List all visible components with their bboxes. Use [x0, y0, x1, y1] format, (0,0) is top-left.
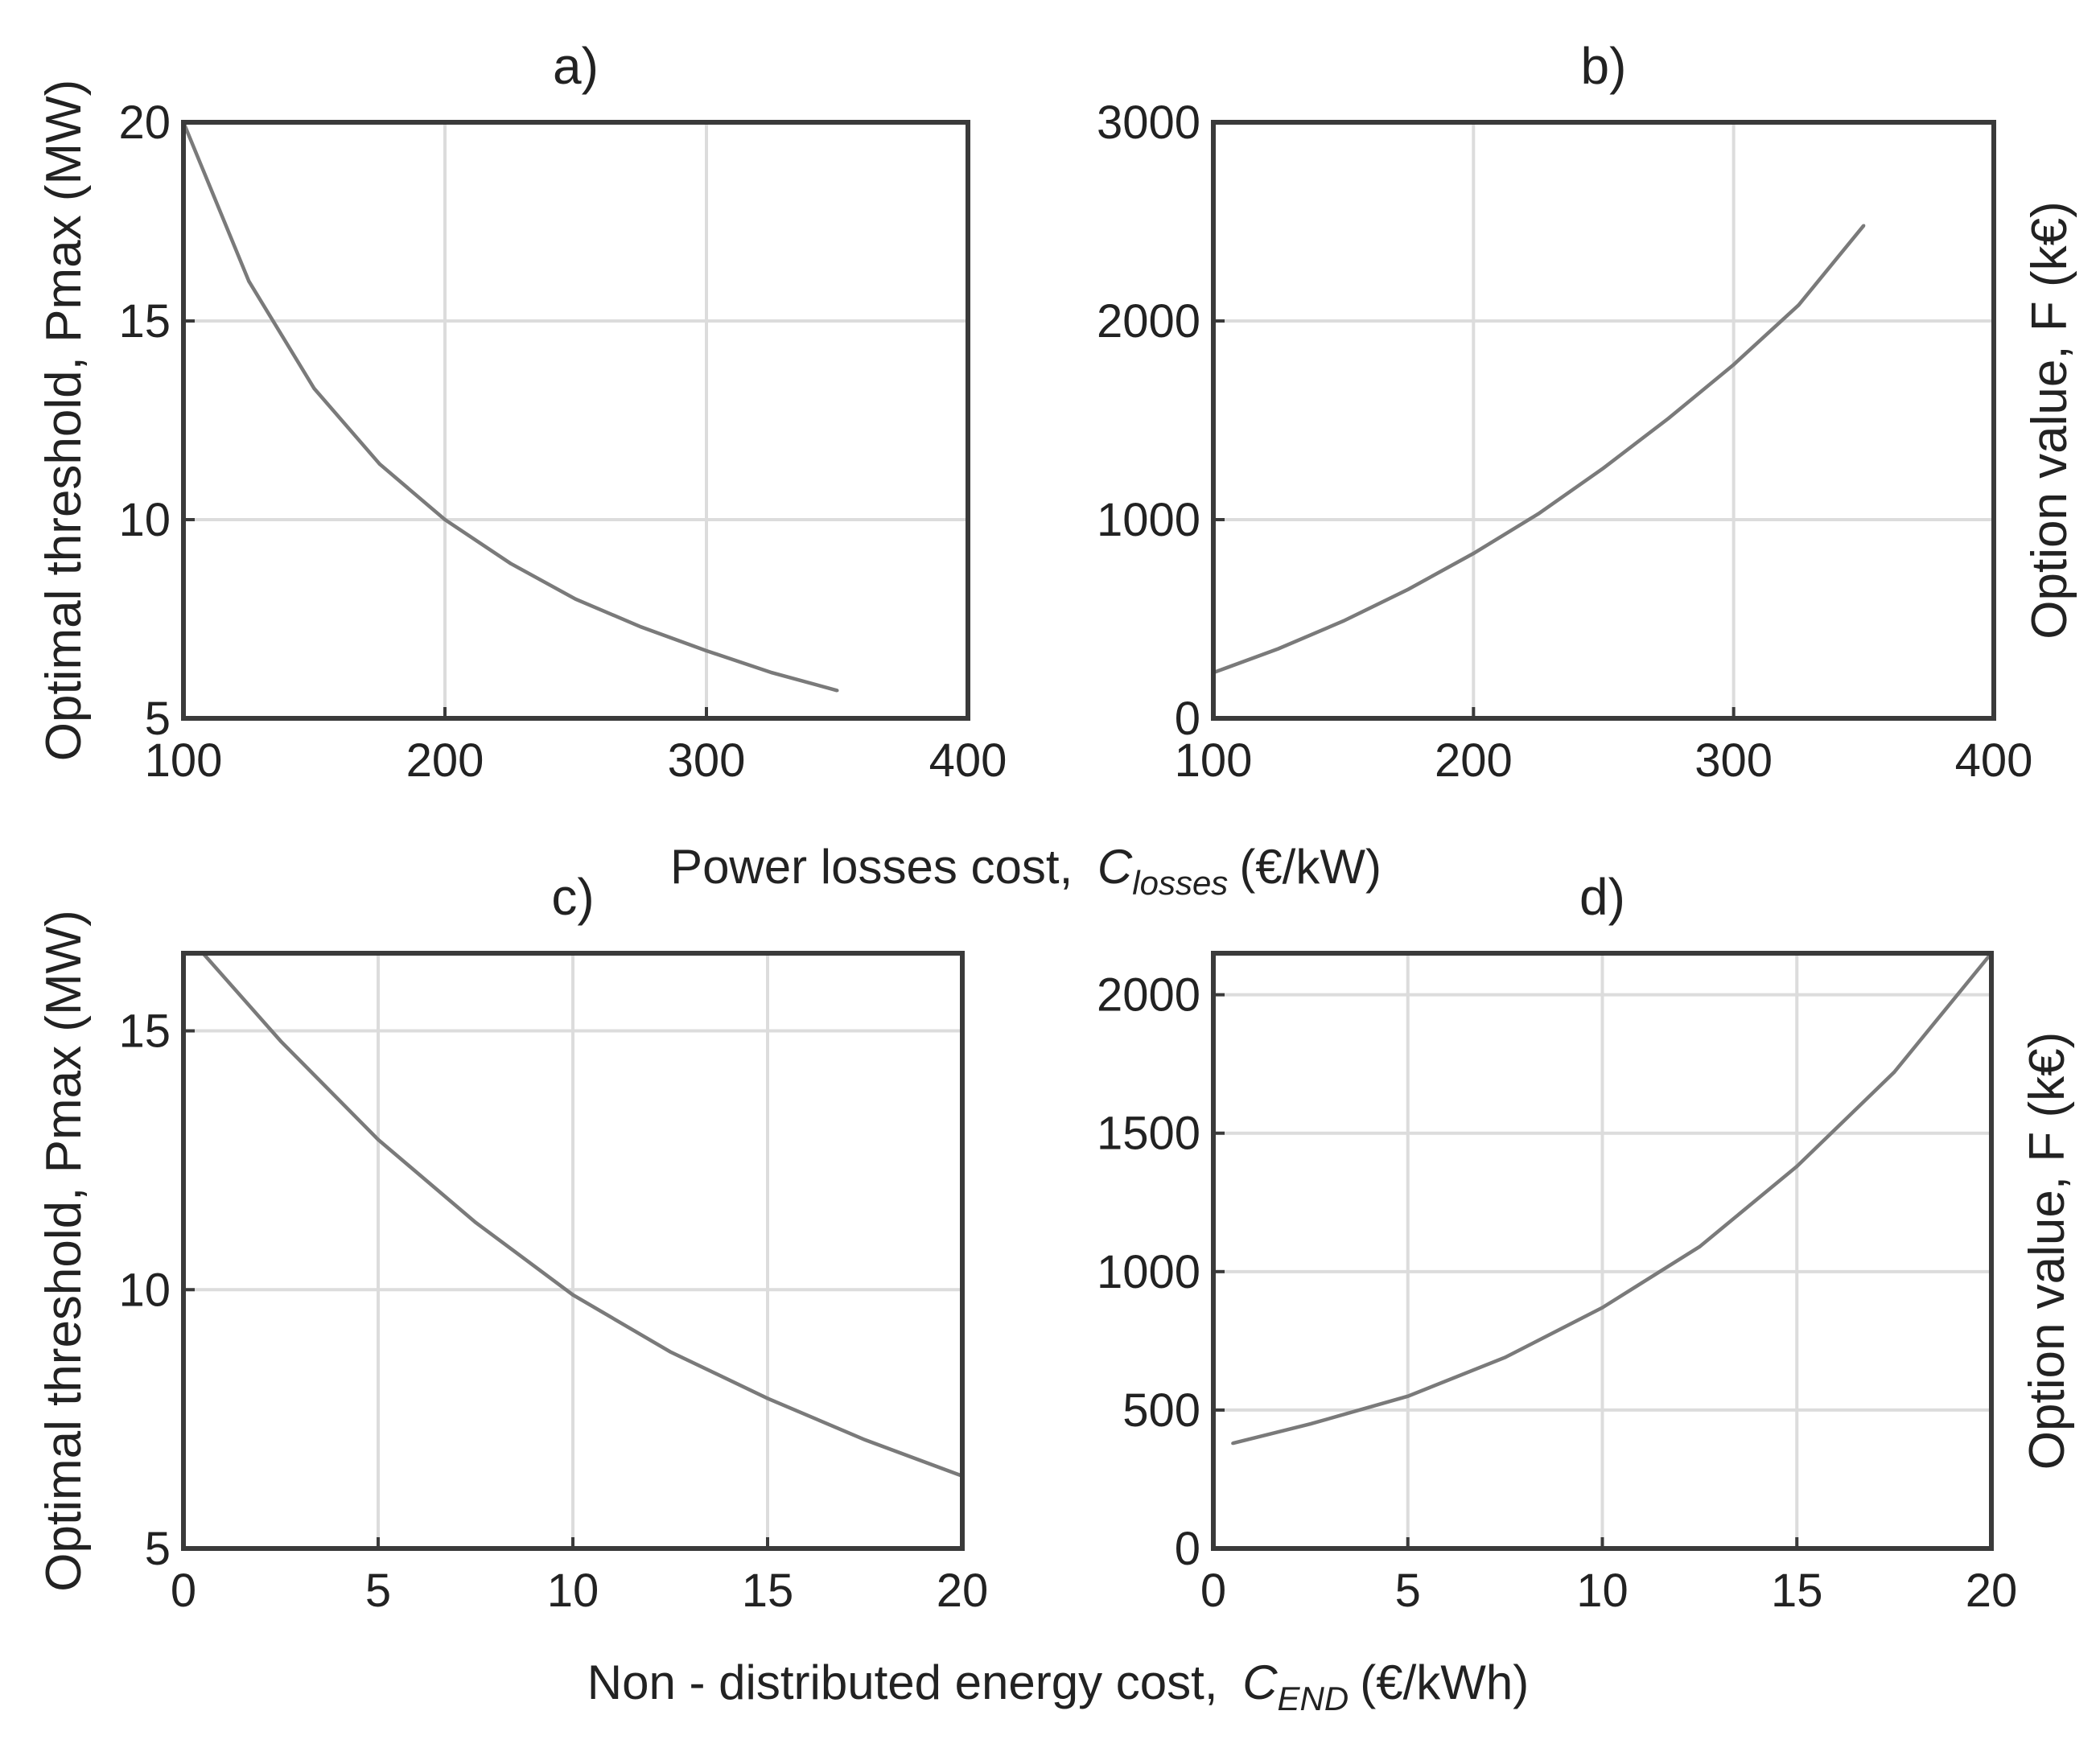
shared-xlabel-top-symbol: C — [1097, 840, 1133, 894]
data-point — [1698, 1244, 1702, 1248]
panel-b: 100 200 300 400 0 1000 2000 3000 b) Option value,… — [1097, 37, 2077, 787]
shared-xlabel-top-prefix: Power losses cost, — [670, 840, 1073, 894]
panel-title: c) — [551, 868, 594, 926]
data-point — [1795, 1165, 1799, 1169]
y-tick-label: 2000 — [1097, 969, 1200, 1022]
data-point — [1537, 512, 1541, 516]
y-axis-label: Optimal threshold, Pmax (MW) — [36, 910, 92, 1592]
data-point — [247, 279, 251, 283]
y-tick-label: 2000 — [1097, 295, 1200, 348]
y-tick-label: 500 — [1122, 1384, 1200, 1437]
shared-xlabel-top-unit: (€/kW) — [1239, 840, 1381, 894]
data-point — [1731, 363, 1736, 367]
data-point — [863, 1437, 867, 1441]
x-tick-label: 10 — [1576, 1565, 1629, 1617]
data-point — [474, 1220, 477, 1224]
data-point — [443, 518, 447, 521]
y-tick-label: 20 — [118, 97, 171, 149]
y-axis-label: Option value, F (k€) — [2022, 201, 2077, 639]
data-point — [574, 597, 578, 601]
plot-frame — [1211, 120, 1996, 721]
panel-title: a) — [553, 37, 599, 95]
data-point — [1231, 1441, 1235, 1446]
panel-d: 0 5 10 15 20 0 500 1000 1500 2000 d) Option value, … — [1097, 868, 2075, 1617]
y-tick-label: 5 — [145, 693, 171, 745]
x-tick-label: 100 — [145, 734, 223, 787]
data-point — [835, 689, 839, 693]
x-tick-label: 400 — [1955, 734, 2033, 787]
data-point — [1892, 1071, 1896, 1074]
data-point — [1308, 1422, 1312, 1426]
x-tick-label: 0 — [171, 1565, 196, 1617]
panel-title: b) — [1581, 37, 1627, 95]
y-tick-label: 15 — [118, 295, 171, 348]
panel-a: 100 200 300 400 5 10 15 20 a) Optimal threshold, … — [36, 37, 1007, 787]
data-point — [766, 1396, 769, 1400]
x-tick-label: 15 — [742, 1565, 794, 1617]
y-tick-label: 10 — [118, 494, 171, 546]
data-point — [571, 1293, 574, 1297]
data-point — [770, 671, 774, 675]
x-tick-label: 20 — [937, 1565, 989, 1617]
x-tick-label: 0 — [1200, 1565, 1226, 1617]
x-tick-label: 100 — [1175, 734, 1253, 787]
data-point — [509, 561, 513, 565]
y-tick-label: 3000 — [1097, 97, 1200, 149]
data-point — [705, 649, 708, 653]
data-point — [669, 1350, 672, 1354]
data-point — [1666, 417, 1670, 421]
y-tick-label: 1000 — [1097, 1246, 1200, 1298]
data-point — [1341, 619, 1345, 623]
x-tick-label: 400 — [929, 734, 1007, 787]
shared-xlabel-bottom-unit: (€/kWh) — [1360, 1655, 1529, 1709]
data-point — [377, 462, 381, 466]
data-point — [639, 625, 643, 629]
data-point — [1406, 1394, 1410, 1398]
y-tick-label: 0 — [1175, 1523, 1200, 1575]
x-tick-label: 200 — [1435, 734, 1513, 787]
y-tick-label: 10 — [118, 1264, 171, 1316]
y-tick-label: 5 — [145, 1523, 171, 1575]
shared-xlabel-bottom: Non - distributed energy cost, CEND (€/kW… — [587, 1655, 1529, 1717]
x-tick-label: 300 — [668, 734, 746, 787]
data-point — [279, 1039, 282, 1043]
x-tick-label: 300 — [1694, 734, 1773, 787]
data-point — [1602, 466, 1605, 470]
x-tick-label: 20 — [1966, 1565, 2018, 1617]
data-point — [1276, 647, 1280, 651]
shared-xlabel-top-subscript: losses — [1132, 864, 1228, 902]
y-tick-label: 1000 — [1097, 494, 1200, 546]
shared-xlabel-bottom-symbol: C — [1242, 1655, 1278, 1709]
data-point — [377, 1137, 380, 1141]
x-tick-label: 200 — [406, 734, 484, 787]
x-tick-label: 15 — [1771, 1565, 1823, 1617]
plot-frame — [181, 120, 970, 721]
x-tick-label: 5 — [365, 1565, 391, 1617]
y-axis-label: Optimal threshold, Pmax (MW) — [36, 80, 92, 762]
data-point — [1797, 303, 1801, 307]
data-point — [1600, 1306, 1604, 1310]
data-point — [1406, 587, 1410, 591]
y-tick-label: 15 — [118, 1006, 171, 1058]
x-tick-label: 5 — [1395, 1565, 1421, 1617]
shared-xlabel-bottom-prefix: Non - distributed energy cost, — [587, 1655, 1218, 1709]
data-point — [1472, 551, 1476, 555]
data-point — [1503, 1355, 1507, 1359]
x-tick-label: 10 — [547, 1565, 599, 1617]
y-tick-label: 0 — [1175, 693, 1200, 745]
shared-xlabel-top: Power losses cost, Closses (€/kW) — [670, 840, 1381, 902]
data-point — [1862, 224, 1866, 228]
y-axis-label: Option value, F (k€) — [2020, 1032, 2075, 1470]
data-point — [312, 386, 316, 390]
y-tick-label: 1500 — [1097, 1108, 1200, 1160]
shared-xlabel-bottom-subscript: END — [1278, 1680, 1349, 1717]
panel-title: d) — [1579, 868, 1625, 926]
